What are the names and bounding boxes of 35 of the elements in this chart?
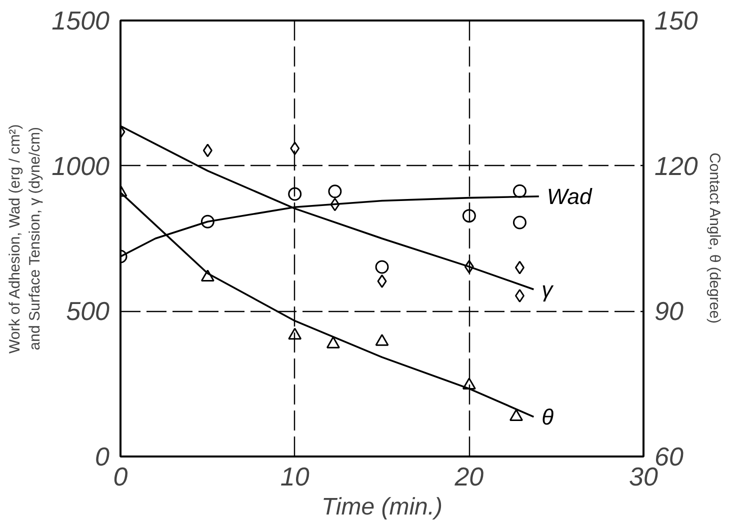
point [464,260,474,274]
point [330,198,340,212]
y2-tick-label: 120 [654,150,698,181]
y-tick-label: 1000 [52,150,110,181]
point [202,144,212,158]
point [462,209,476,223]
x-tick-label: 10 [280,462,310,492]
point [375,334,389,346]
point [512,216,526,230]
point [514,289,524,303]
point [377,274,387,288]
series-label: γ [542,276,555,302]
point [288,187,302,201]
x-tick-label: 20 [454,462,484,492]
point [288,328,302,340]
series-label: Wad [546,184,593,209]
y2-axis-title: Contact Angle, θ (degree) [706,152,723,324]
point [290,142,300,156]
point [200,214,214,228]
y-tick-label: 1500 [52,6,110,36]
y-tick-label: 500 [66,296,110,326]
point [375,260,389,274]
y-axis-title: Work of Adhesion, Wad (erg / cm²) and Surface Tension, γ (dyne/cm) [6,124,44,354]
y2-tick-label: 150 [654,6,698,36]
point [514,260,524,274]
y2-tick-label: 90 [654,296,684,326]
point [328,184,342,198]
point [200,270,214,282]
x-axis-title: Time (min.) [321,494,443,520]
series-label: θ [542,404,554,430]
y-tick-label: 0 [95,442,110,472]
point [509,409,523,421]
point [326,336,340,348]
point [462,378,476,390]
point [512,184,526,198]
